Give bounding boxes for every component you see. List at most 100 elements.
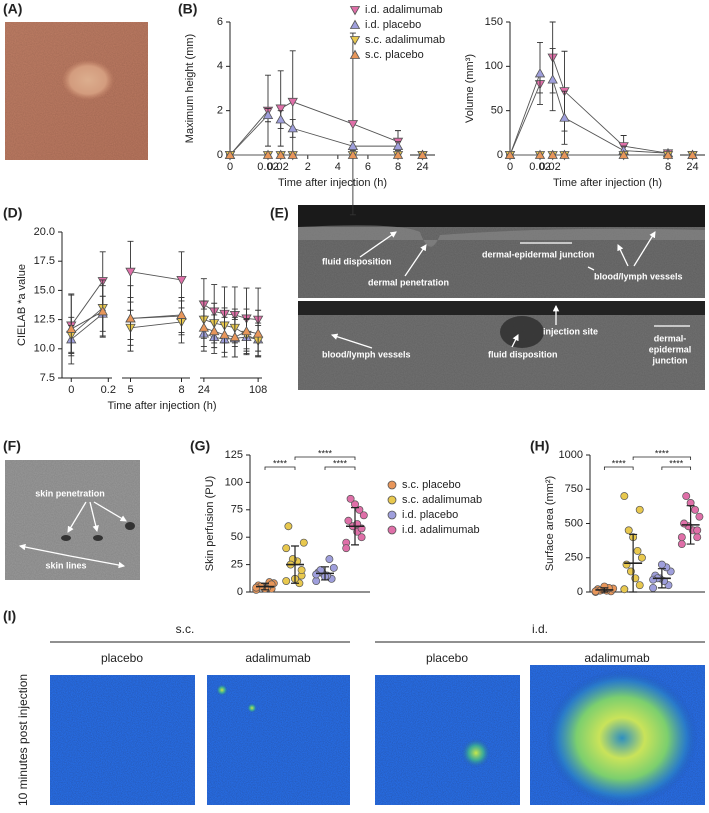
y-tick-label: 1000: [559, 449, 583, 461]
data-point: [620, 492, 629, 501]
data-point: [209, 325, 220, 336]
y-tick-label: 2: [217, 105, 223, 117]
y-axis-label: Skin perfusion (PU): [204, 476, 216, 571]
data-point: [591, 587, 600, 596]
data-point: [624, 526, 633, 535]
significance-bracket: [603, 466, 634, 470]
data-point: [347, 120, 359, 130]
panel-label: (D): [3, 205, 22, 221]
data-point: [392, 149, 404, 159]
y-axis-label: Maximum height (mm): [184, 34, 196, 143]
x-tick-label: 5: [127, 384, 133, 396]
data-point: [635, 581, 644, 590]
data-point: [682, 492, 691, 501]
x-axis-label: Time after injection (h): [553, 177, 662, 189]
y-tick-label: 10.0: [34, 343, 55, 355]
annotation: fluid disposition: [488, 349, 558, 359]
data-point: [662, 149, 674, 159]
significance-label: ****: [655, 448, 670, 458]
data-point: [176, 309, 187, 319]
panel-label: (I): [3, 608, 16, 624]
x-tick-label: 24: [686, 161, 698, 173]
y-tick-label: 17.5: [34, 255, 55, 267]
x-tick-label: 0: [227, 161, 233, 173]
data-point: [282, 544, 291, 553]
data-point: [344, 516, 353, 525]
y-tick-label: 7.5: [40, 372, 55, 384]
panel-label: (H): [530, 438, 549, 454]
series-line: [71, 311, 103, 330]
data-point: [66, 323, 77, 333]
y-tick-label: 50: [491, 105, 503, 117]
data-point: [347, 140, 359, 151]
y-tick-label: 150: [485, 16, 503, 28]
data-point: [547, 74, 558, 84]
x-tick-label: 4: [335, 161, 341, 173]
data-point: [622, 560, 631, 569]
data-point: [680, 519, 688, 528]
series-line: [552, 57, 669, 154]
panel-label: (A): [3, 1, 22, 17]
y-tick-label: 0: [497, 149, 503, 161]
panel-label: (G): [190, 438, 210, 454]
x-tick-label: 0.02: [257, 161, 278, 173]
significance-label: ****: [318, 448, 333, 458]
x-tick-label: 0.02: [539, 161, 560, 173]
x-tick-label: 24: [416, 161, 428, 173]
y-tick-label: 100: [485, 60, 503, 72]
series-line: [229, 110, 269, 156]
annotation: dermal penetration: [368, 277, 449, 287]
data-point: [287, 149, 298, 159]
y-tick-label: 0: [217, 149, 223, 161]
data-point: [241, 325, 252, 336]
data-point: [392, 140, 404, 151]
legend-label: s.c. placebo: [402, 479, 461, 491]
data-point: [534, 149, 546, 159]
oct-top: fluid disposition dermal penetration der…: [298, 205, 705, 298]
y-tick-label: 20.0: [34, 226, 55, 238]
legend-marker: [387, 480, 397, 490]
legend-label: s.c. adalimumab: [402, 494, 482, 506]
legend-marker: [349, 49, 361, 59]
data-point: [417, 149, 428, 159]
data-point: [262, 149, 274, 159]
series-line: [70, 307, 104, 336]
y-tick-label: 750: [565, 483, 583, 495]
series-line: [229, 114, 269, 156]
legend-label: s.c. placebo: [365, 49, 424, 61]
data-point: [677, 533, 686, 542]
y-tick-label: 12.5: [34, 314, 55, 326]
significance-label: ****: [273, 458, 288, 468]
data-point: [534, 68, 546, 78]
data-point: [287, 123, 298, 133]
data-point: [125, 313, 136, 323]
legend-label: i.d. adalimumab: [402, 524, 480, 536]
x-tick-label: 0.2: [101, 384, 116, 396]
significance-bracket: [661, 466, 692, 470]
legend-label: i.d. placebo: [402, 509, 458, 521]
y-tick-label: 4: [217, 60, 223, 72]
data-point: [691, 505, 699, 514]
y-tick-label: 15.0: [34, 284, 55, 296]
annotation: dermal-: [654, 333, 687, 343]
y-tick-label: 100: [225, 476, 243, 488]
annotation: junction: [652, 355, 688, 365]
y-tick-label: 6: [217, 16, 223, 28]
y-tick-label: 500: [565, 517, 583, 529]
panel-label: (F): [3, 438, 21, 454]
data-point: [297, 566, 306, 575]
y-axis-label: Surface area (mm²): [544, 476, 556, 571]
data-point: [687, 149, 698, 159]
data-point: [547, 149, 558, 159]
data-point: [299, 538, 308, 547]
series-line: [552, 79, 669, 154]
legend-marker: [349, 36, 361, 46]
legend-marker: [387, 525, 397, 535]
x-tick-label: 108: [249, 384, 267, 396]
legend-label: s.c. adalimumab: [365, 34, 445, 46]
perfusion-panel: s.c. i.d. placebo adalimumab placebo ada…: [16, 622, 705, 806]
data-point: [125, 267, 136, 278]
data-point: [312, 570, 321, 579]
skin-photo: [5, 22, 148, 160]
